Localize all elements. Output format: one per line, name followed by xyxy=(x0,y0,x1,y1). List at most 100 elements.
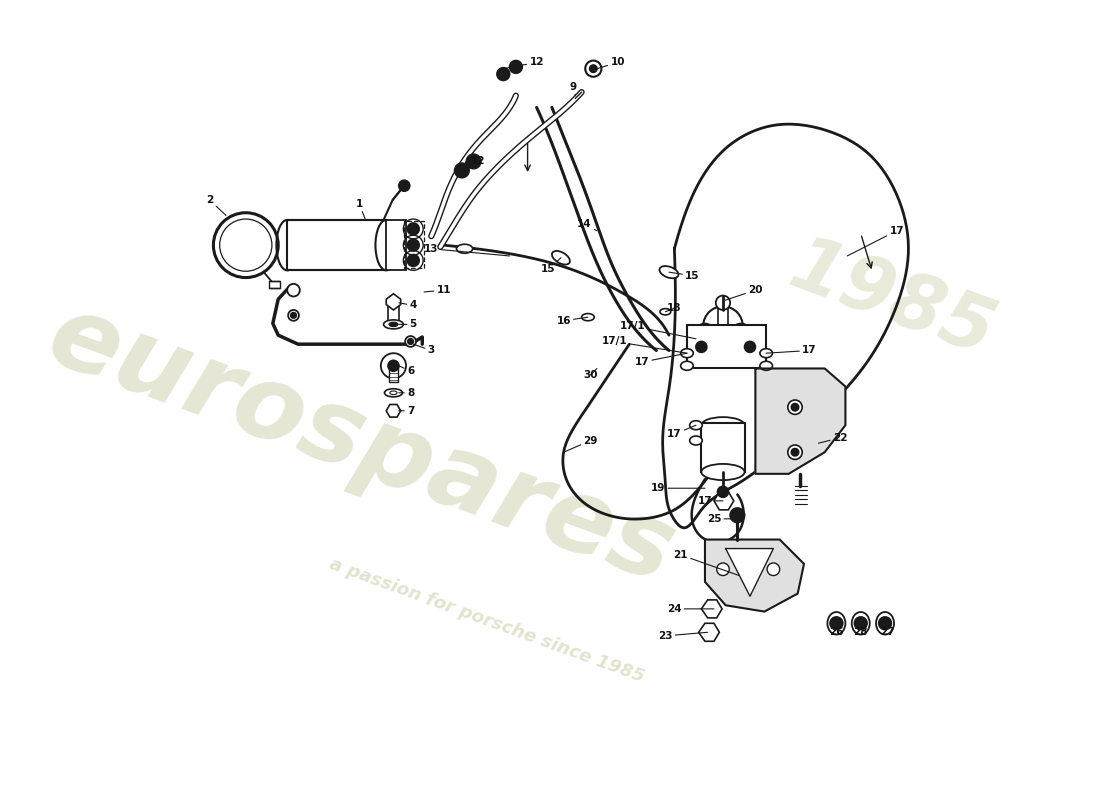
Text: 16: 16 xyxy=(557,316,587,326)
Circle shape xyxy=(585,61,602,77)
Ellipse shape xyxy=(690,421,702,430)
Circle shape xyxy=(830,617,843,630)
Ellipse shape xyxy=(733,323,749,336)
Circle shape xyxy=(716,295,730,310)
Text: 17/1: 17/1 xyxy=(620,321,696,338)
Text: 17: 17 xyxy=(635,353,688,367)
Ellipse shape xyxy=(375,220,397,270)
Text: 27: 27 xyxy=(880,623,895,638)
Text: eurospares: eurospares xyxy=(34,285,688,605)
Bar xyxy=(270,281,280,288)
Circle shape xyxy=(590,65,597,72)
Text: 5: 5 xyxy=(399,319,417,330)
Text: 6: 6 xyxy=(399,366,415,376)
Polygon shape xyxy=(726,549,773,596)
Bar xyxy=(287,220,386,270)
Circle shape xyxy=(788,445,802,459)
Text: 20: 20 xyxy=(723,285,762,301)
Ellipse shape xyxy=(702,417,745,434)
Bar xyxy=(386,220,406,270)
Bar xyxy=(688,326,767,369)
Text: 12: 12 xyxy=(468,157,485,166)
Ellipse shape xyxy=(697,323,713,336)
Ellipse shape xyxy=(851,612,870,634)
Circle shape xyxy=(290,313,296,318)
Polygon shape xyxy=(756,369,846,474)
Text: 13: 13 xyxy=(424,244,509,256)
Ellipse shape xyxy=(681,349,693,358)
Circle shape xyxy=(408,338,414,344)
Circle shape xyxy=(466,154,481,169)
Text: 18: 18 xyxy=(666,303,682,313)
Circle shape xyxy=(407,239,419,251)
Bar xyxy=(702,422,745,472)
Text: 26: 26 xyxy=(829,623,844,638)
Circle shape xyxy=(696,342,707,352)
Circle shape xyxy=(381,353,406,378)
Text: 17: 17 xyxy=(697,496,723,506)
Polygon shape xyxy=(705,539,804,611)
Polygon shape xyxy=(714,492,734,510)
Ellipse shape xyxy=(660,309,671,315)
Polygon shape xyxy=(386,294,400,310)
Text: 17/1: 17/1 xyxy=(602,337,688,353)
Text: 15: 15 xyxy=(541,258,561,274)
Ellipse shape xyxy=(276,220,298,270)
Circle shape xyxy=(288,310,299,321)
Bar xyxy=(717,306,728,326)
Text: 24: 24 xyxy=(667,604,714,614)
Circle shape xyxy=(405,336,416,347)
Text: 19: 19 xyxy=(651,483,705,494)
Text: 21: 21 xyxy=(673,550,739,575)
Circle shape xyxy=(407,254,419,266)
Text: 11: 11 xyxy=(425,285,451,295)
Circle shape xyxy=(717,486,728,498)
Ellipse shape xyxy=(690,436,702,445)
Polygon shape xyxy=(698,623,719,642)
Circle shape xyxy=(509,61,522,73)
Ellipse shape xyxy=(389,322,398,326)
Bar xyxy=(389,364,398,382)
Bar xyxy=(388,299,399,321)
Text: 17: 17 xyxy=(667,426,696,439)
Ellipse shape xyxy=(876,612,894,634)
Text: 1985: 1985 xyxy=(780,230,1004,372)
Circle shape xyxy=(407,223,419,234)
Ellipse shape xyxy=(681,362,693,370)
Circle shape xyxy=(287,284,300,297)
Text: 17: 17 xyxy=(767,346,816,355)
Text: 7: 7 xyxy=(399,406,415,416)
Ellipse shape xyxy=(660,266,679,278)
Ellipse shape xyxy=(384,320,404,329)
Circle shape xyxy=(388,360,399,371)
Text: 23: 23 xyxy=(658,631,707,641)
Text: 2: 2 xyxy=(206,195,225,215)
Circle shape xyxy=(497,68,509,80)
Text: 3: 3 xyxy=(414,344,435,355)
Polygon shape xyxy=(386,405,400,417)
Bar xyxy=(405,221,425,268)
Text: 29: 29 xyxy=(563,435,597,452)
Circle shape xyxy=(399,180,409,191)
Polygon shape xyxy=(702,600,722,618)
Text: 22: 22 xyxy=(818,433,847,443)
Text: 10: 10 xyxy=(597,58,625,69)
Circle shape xyxy=(788,400,802,414)
Ellipse shape xyxy=(582,314,594,321)
Text: 30: 30 xyxy=(583,369,598,380)
Ellipse shape xyxy=(760,362,772,370)
Text: 9: 9 xyxy=(569,82,576,96)
Circle shape xyxy=(767,563,780,575)
Text: 4: 4 xyxy=(399,301,417,310)
Text: 14: 14 xyxy=(578,219,597,230)
Circle shape xyxy=(745,342,756,352)
Circle shape xyxy=(454,163,469,178)
Ellipse shape xyxy=(827,612,846,634)
Circle shape xyxy=(730,508,745,522)
Text: 1: 1 xyxy=(355,198,365,220)
Circle shape xyxy=(855,617,867,630)
Text: 8: 8 xyxy=(399,388,415,398)
Ellipse shape xyxy=(389,391,397,394)
Ellipse shape xyxy=(552,251,570,265)
Circle shape xyxy=(717,563,729,575)
